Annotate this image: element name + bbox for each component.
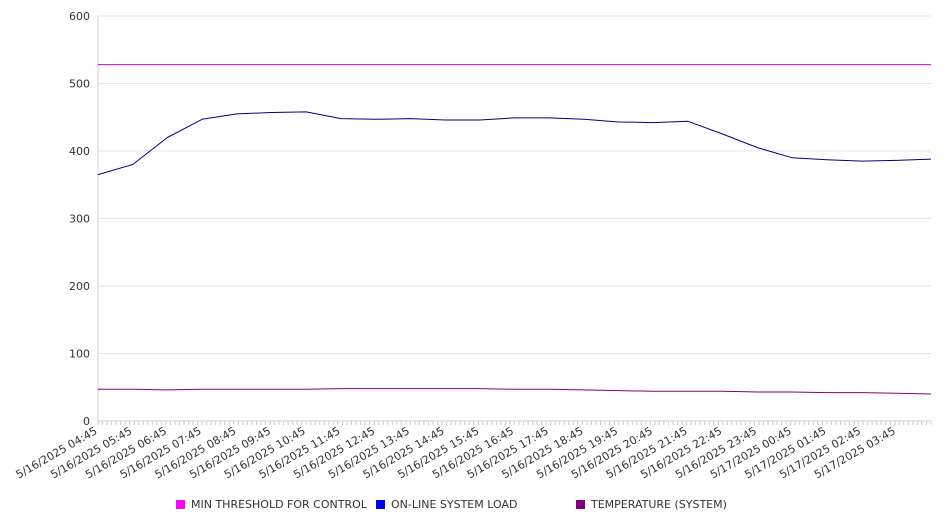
legend-label-min-threshold: MIN THRESHOLD FOR CONTROL [191,498,367,511]
legend-swatch-min-threshold [176,500,185,509]
legend-label-system-load: ON-LINE SYSTEM LOAD [391,498,518,511]
legend-item-min-threshold: MIN THRESHOLD FOR CONTROL [176,498,367,511]
y-tick-label: 600 [69,10,90,23]
legend-swatch-temperature [576,500,585,509]
y-tick-label: 400 [69,145,90,158]
legend-item-system-load: ON-LINE SYSTEM LOAD [376,498,517,511]
x-axis-ticks: 5/16/2025 04:455/16/2025 05:455/16/2025 … [14,421,932,481]
gridlines [98,15,931,354]
y-tick-label: 300 [69,213,90,226]
y-tick-label: 500 [69,78,90,91]
series-lines [97,64,932,395]
y-tick-label: 0 [83,415,90,428]
legend-swatch-system-load [376,500,385,509]
y-tick-label: 200 [69,280,90,293]
legend-item-temperature: TEMPERATURE (SYSTEM) [576,498,727,511]
y-tick-label: 100 [69,348,90,361]
y-axis-ticks: 0 100 200 300 400 500 600 [69,10,90,428]
legend: MIN THRESHOLD FOR CONTROL ON-LINE SYSTEM… [0,498,946,514]
series-line-1 [97,111,932,176]
legend-label-temperature: TEMPERATURE (SYSTEM) [591,498,727,511]
line-chart: 0 100 200 300 400 500 600 5/16/2025 04:455/16/… [14,10,932,481]
series-line-2 [98,388,932,395]
